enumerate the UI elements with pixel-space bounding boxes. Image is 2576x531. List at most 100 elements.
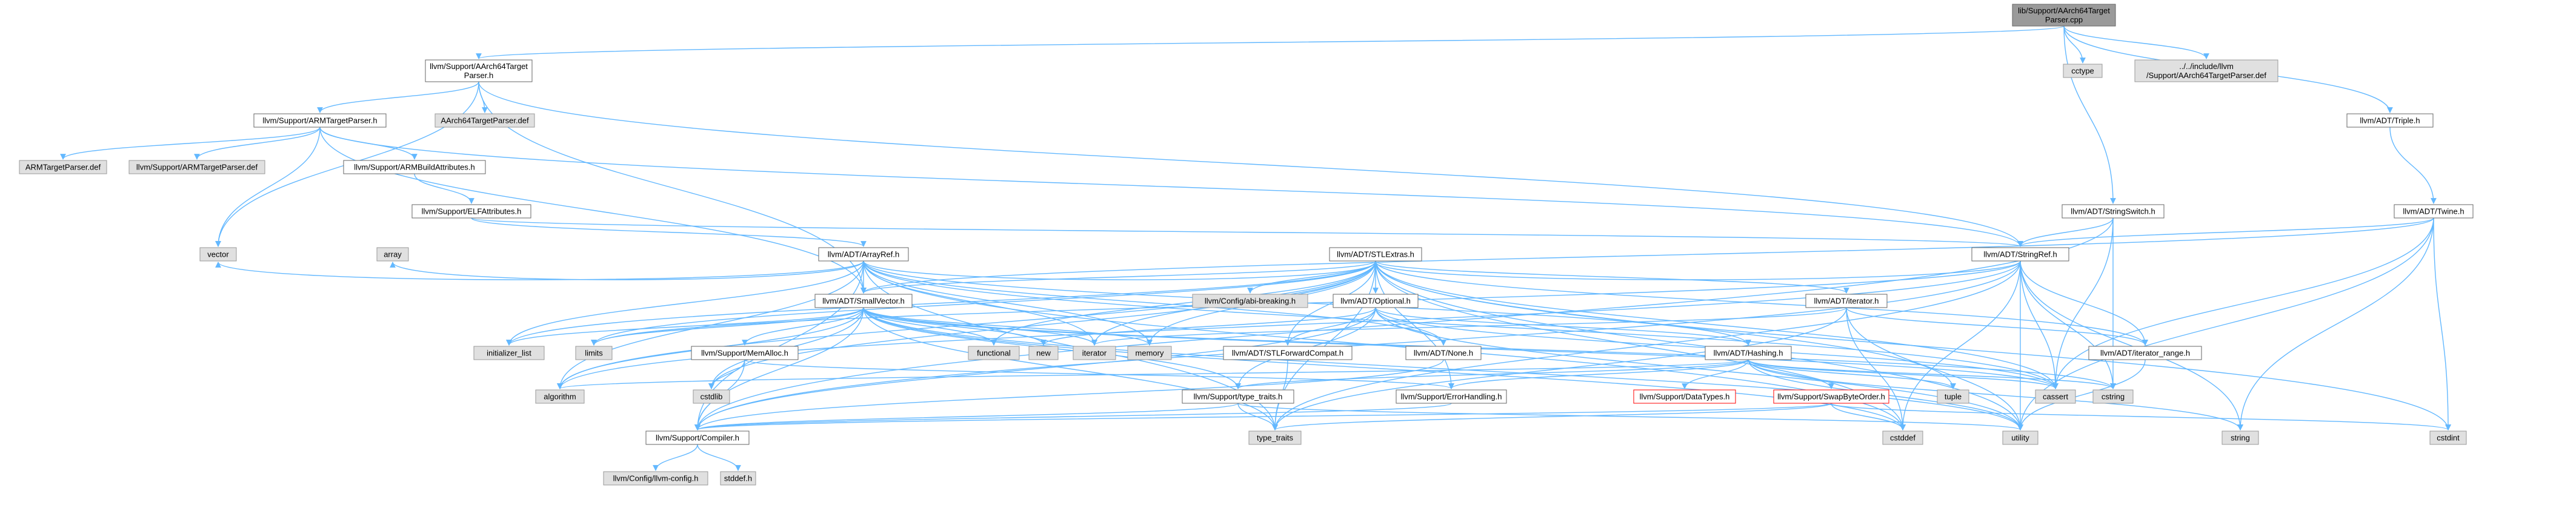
edge-smallvector-to-limits <box>591 307 864 346</box>
edge-path <box>506 260 864 346</box>
node-lib-support-aarch64target-parser-cpp[interactable]: lib/Support/AArch64TargetParser.cpp <box>2012 4 2116 27</box>
edge-path <box>708 359 745 389</box>
node-label: vector <box>207 250 229 259</box>
edge-path <box>863 307 1278 430</box>
edge-typetraits_h-to-compiler <box>694 403 1239 430</box>
node-box <box>1971 247 2069 262</box>
edge-twine-to-stringref <box>2017 217 2434 247</box>
node-box <box>411 204 531 219</box>
node-label: tuple <box>1945 392 1962 401</box>
node-llvm-adt-stringref-h[interactable]: llvm/ADT/StringRef.h <box>1971 247 2069 262</box>
node-box <box>1127 346 1172 360</box>
edge-path <box>478 81 867 294</box>
edge-stlextras-to-cstddef <box>1375 260 1906 430</box>
node-string: string <box>2222 430 2259 445</box>
node-iterator: iterator <box>1073 346 1116 360</box>
node-llvm-support-datatypes-h[interactable]: llvm/Support/DataTypes.h <box>1633 389 1736 404</box>
node-llvm-adt-hashing-h[interactable]: llvm/ADT/Hashing.h <box>1705 346 1792 360</box>
edge-memalloc-to-errhandling <box>744 359 1454 389</box>
node-llvm-support-armtargetparser-h[interactable]: llvm/Support/ARMTargetParser.h <box>253 113 387 128</box>
edge-optional-to-none <box>1375 307 1446 346</box>
node-box <box>2429 430 2467 445</box>
node-array: array <box>376 247 409 262</box>
node-llvm-support-compiler-h[interactable]: llvm/Support/Compiler.h <box>645 430 750 445</box>
node-label: Parser.cpp <box>2045 15 2083 24</box>
node-llvm-support-elfattributes-h[interactable]: llvm/Support/ELFAttributes.h <box>411 204 531 219</box>
edge-smallvector-to-functional <box>863 307 997 346</box>
edge-hashing-to-tuple <box>1748 359 1956 389</box>
edge-smallvector-to-utility <box>863 307 2023 430</box>
edge-stlextras-to-cstdint <box>1375 260 2451 430</box>
edge-armbuild-to-elfattr <box>414 173 474 204</box>
edge-stlextras-to-iterrange <box>1375 260 2148 346</box>
edge-path <box>1748 359 1956 389</box>
edge-path <box>694 403 1452 430</box>
edge-path <box>215 260 864 280</box>
node-box <box>343 160 486 174</box>
edge-armtp-to-stringref <box>319 127 2023 247</box>
node-label: algorithm <box>544 392 576 401</box>
node-llvm-adt-stlforwardcompat-h[interactable]: llvm/ADT/STLForwardCompat.h <box>1223 346 1353 360</box>
edge-path <box>1375 307 1751 346</box>
edge-root-to-aarch64tp <box>476 25 2065 59</box>
node-llvm-adt-smallvector-h[interactable]: llvm/ADT/SmallVector.h <box>814 294 913 308</box>
edge-path <box>1235 359 1749 389</box>
node-llvm-adt-triple-h[interactable]: llvm/ADT/Triple.h <box>2346 113 2434 128</box>
edge-smallvector-to-initlist <box>506 307 864 346</box>
node-initializer-list: initializer_list <box>473 346 545 360</box>
edge-twine-to-utility <box>2017 217 2434 430</box>
node-label: memory <box>1136 349 1164 358</box>
edge-stringref-to-type_traits <box>1272 260 2021 430</box>
edge-path <box>863 307 1906 430</box>
edge-path <box>863 260 1278 430</box>
edge-path <box>863 307 1097 346</box>
edge-path <box>2017 359 2146 430</box>
node-box <box>2222 430 2259 445</box>
node-label: array <box>384 250 402 259</box>
node-box <box>473 346 545 360</box>
node-llvm-support-aarch64target-parser-h[interactable]: llvm/Support/AArch64TargetParser.h <box>425 59 533 82</box>
node-label: llvm/Support/DataTypes.h <box>1640 392 1730 401</box>
node-llvm-adt-optional-h[interactable]: llvm/ADT/Optional.h <box>1333 294 1419 308</box>
edge-hashing-to-algorithm <box>557 359 1749 389</box>
node-box <box>425 59 533 82</box>
node-label: initializer_list <box>487 349 531 358</box>
node-llvm-adt-stringswitch-h[interactable]: llvm/ADT/StringSwitch.h <box>2062 204 2165 219</box>
edge-path <box>1375 260 1454 389</box>
edge-path <box>863 260 2058 389</box>
node-llvm-support-errorhandling-h[interactable]: llvm/Support/ErrorHandling.h <box>1396 389 1507 404</box>
node-llvm-adt-arrayref-h[interactable]: llvm/ADT/ArrayRef.h <box>818 247 909 262</box>
edge-aarch64tp-to-stringref <box>478 81 2023 247</box>
node-llvm-adt-twine-h[interactable]: llvm/ADT/Twine.h <box>2394 204 2474 219</box>
node-limits: limits <box>575 346 613 360</box>
edge-arrayref-to-vector <box>215 260 864 280</box>
node-box <box>1192 294 1308 308</box>
node-label: llvm/ADT/iterator_range.h <box>2100 349 2190 358</box>
node-llvm-support-type-traits-h[interactable]: llvm/Support/type_traits.h <box>1182 389 1294 404</box>
edge-path <box>317 81 479 113</box>
node-llvm-adt-stlextras-h[interactable]: llvm/ADT/STLExtras.h <box>1329 247 1422 262</box>
node-label: string <box>2231 434 2250 443</box>
node-include-llvm-support-aarch64targetparser-def: ../../include/llvm/Support/AArch64Target… <box>2134 59 2278 82</box>
node-llvm-adt-none-h[interactable]: llvm/ADT/None.h <box>1405 346 1482 360</box>
edge-hashing-to-cstring <box>1748 359 2116 389</box>
edge-path <box>2017 217 2114 247</box>
edge-path <box>694 260 864 430</box>
node-box <box>1333 294 1419 308</box>
node-llvm-adt-iterator-range-h[interactable]: llvm/ADT/iterator_range.h <box>2088 346 2202 360</box>
edge-optional-to-new <box>1040 307 1376 346</box>
node-memory: memory <box>1127 346 1172 360</box>
node-aarch64targetparser-def: AArch64TargetParser.def <box>434 113 535 128</box>
node-box <box>2035 389 2076 404</box>
edge-stlextras-to-iterator_h <box>1375 260 1849 294</box>
node-llvm-support-swapbyteorder-h[interactable]: llvm/Support/SwapByteOrder.h <box>1773 389 1889 404</box>
node-llvm-support-armbuildattributes-h[interactable]: llvm/Support/ARMBuildAttributes.h <box>343 160 486 174</box>
node-label: ../../include/llvm <box>2179 62 2234 71</box>
nodes-layer: lib/Support/AArch64TargetParser.cpp llvm/… <box>19 4 2474 486</box>
node-label: llvm/Support/SwapByteOrder.h <box>1777 392 1885 401</box>
node-tuple: tuple <box>1937 389 1969 404</box>
node-llvm-support-memalloc-h[interactable]: llvm/Support/MemAlloc.h <box>691 346 799 360</box>
edge-path <box>1272 403 1832 430</box>
node-llvm-adt-iterator-h[interactable]: llvm/ADT/iterator.h <box>1805 294 1888 308</box>
edge-arrayref-to-array <box>390 260 864 280</box>
